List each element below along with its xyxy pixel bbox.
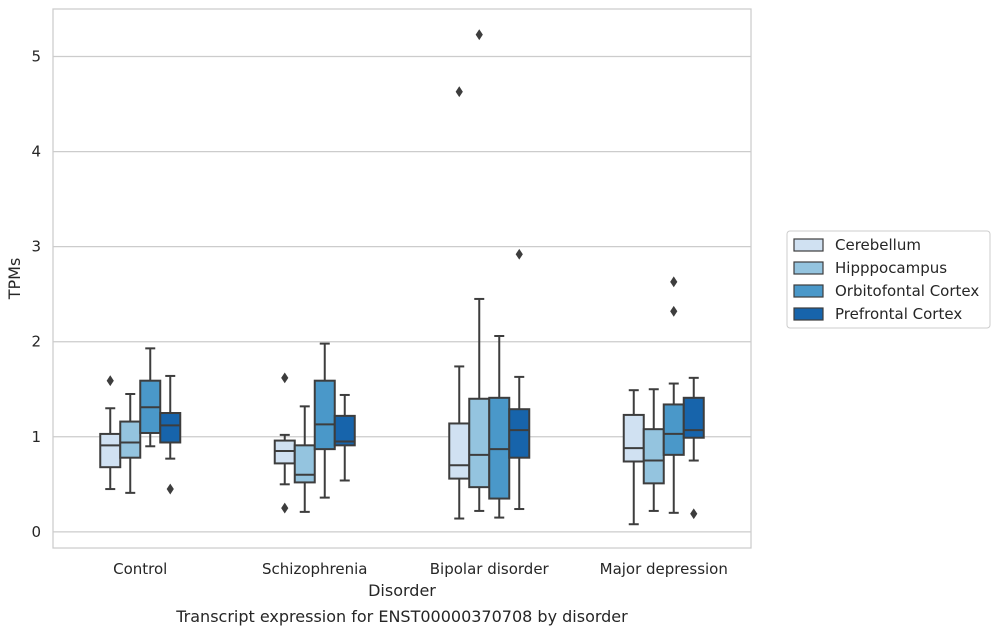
box-cerebellum xyxy=(99,375,122,491)
y-axis-label: TPMs xyxy=(5,258,24,301)
box-body xyxy=(313,379,336,451)
y-tick-label: 0 xyxy=(31,523,41,541)
legend-item: Hipppocampus xyxy=(793,259,947,277)
outlier-point xyxy=(475,29,483,41)
box-body xyxy=(662,403,685,456)
box-hipppocampus xyxy=(119,393,142,494)
outlier-point xyxy=(515,248,523,260)
box-body xyxy=(448,422,471,480)
box-orbitofontal-cortex xyxy=(488,335,511,519)
y-tick-label: 1 xyxy=(31,428,41,446)
y-tick-label: 4 xyxy=(31,143,41,161)
legend: Cerebellum Hipppocampus Orbitofontal Corte… xyxy=(786,230,991,329)
box-orbitofontal-cortex xyxy=(313,342,336,499)
x-tick-labels: Control Schizophrenia Bipolar disorder Majo… xyxy=(113,560,728,578)
outlier-point xyxy=(455,86,463,98)
x-tick-label: Schizophrenia xyxy=(262,560,367,578)
box-prefrontal-cortex xyxy=(159,374,182,495)
y-tick-label: 3 xyxy=(31,238,41,256)
box-cerebellum xyxy=(273,372,296,514)
outlier-point xyxy=(670,276,678,288)
legend-label: Cerebellum xyxy=(835,236,921,254)
outlier-point xyxy=(166,483,174,495)
box-prefrontal-cortex xyxy=(333,393,356,482)
outlier-point xyxy=(670,305,678,317)
box-prefrontal-cortex xyxy=(508,248,531,511)
box-body xyxy=(333,414,356,447)
box-body xyxy=(468,397,491,489)
legend-label: Hipppocampus xyxy=(835,259,947,277)
boxes xyxy=(99,29,705,526)
x-axis-label: Disorder xyxy=(368,581,436,600)
box-body xyxy=(119,420,142,459)
legend-swatch xyxy=(793,261,824,275)
box-body xyxy=(622,413,645,463)
legend-swatch xyxy=(793,307,824,321)
x-tick-label: Control xyxy=(113,560,167,578)
x-tick-label: Major depression xyxy=(600,560,728,578)
legend-label: Prefrontal Cortex xyxy=(835,305,962,323)
box-body xyxy=(682,396,705,439)
y-tick-label: 5 xyxy=(31,48,41,66)
box-body xyxy=(508,408,531,459)
legend-label: Orbitofontal Cortex xyxy=(835,282,979,300)
legend-swatch xyxy=(793,238,824,252)
legend-item: Cerebellum xyxy=(793,236,921,254)
box-body xyxy=(99,432,122,469)
box-hipppocampus xyxy=(293,405,316,513)
y-tick-label: 2 xyxy=(31,333,41,351)
box-body xyxy=(642,428,665,485)
x-tick-label: Bipolar disorder xyxy=(430,560,550,578)
box-cerebellum xyxy=(622,389,645,526)
box-body xyxy=(293,444,316,484)
legend-frame xyxy=(786,230,991,329)
legend-swatch xyxy=(793,284,824,298)
box-hipppocampus xyxy=(642,388,665,512)
box-prefrontal-cortex xyxy=(682,376,705,520)
plot-area-frame xyxy=(52,8,752,549)
box-body xyxy=(159,412,182,444)
legend-item: Orbitofontal Cortex xyxy=(793,282,979,300)
legend-item: Prefrontal Cortex xyxy=(793,305,962,323)
chart-caption: Transcript expression for ENST0000037070… xyxy=(175,607,628,626)
box-hipppocampus xyxy=(468,29,491,512)
outlier-point xyxy=(281,502,289,514)
outlier-point xyxy=(281,372,289,384)
box-orbitofontal-cortex xyxy=(139,347,162,448)
y-tick-labels: 0 1 2 3 4 5 xyxy=(31,48,41,541)
outlier-point xyxy=(690,508,698,520)
outlier-point xyxy=(106,375,114,387)
box-orbitofontal-cortex xyxy=(662,276,685,514)
